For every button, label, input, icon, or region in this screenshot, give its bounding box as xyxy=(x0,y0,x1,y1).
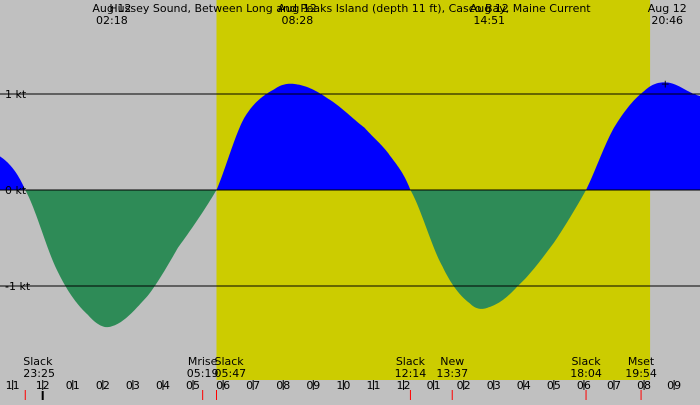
hour-tick-label: 04 xyxy=(156,379,170,392)
hour-tick-label: 07 xyxy=(607,379,621,392)
midnight-marker xyxy=(41,391,44,400)
hour-tick-label: 06 xyxy=(577,379,591,392)
bottom-event-label: Slack xyxy=(571,355,601,368)
bottom-event-label: Slack xyxy=(396,355,426,368)
hour-tick-label: 03 xyxy=(487,379,501,392)
top-event-time: 08:28 xyxy=(282,14,314,27)
hour-tick-label: 01 xyxy=(66,379,80,392)
hour-tick-label: 03 xyxy=(126,379,140,392)
bottom-event-label: Slack xyxy=(23,355,53,368)
hour-tick-label: 04 xyxy=(517,379,531,392)
bottom-event-time: 23:25 xyxy=(23,367,55,380)
bottom-event-time: 18:04 xyxy=(570,367,602,380)
y-tick-label: 0 kt xyxy=(5,184,27,197)
max-flood-marker: + xyxy=(661,78,670,91)
hour-tick-label: 12 xyxy=(397,379,411,392)
hour-tick-label: 02 xyxy=(457,379,471,392)
top-event-time: 02:18 xyxy=(96,14,128,27)
ebb-current-area xyxy=(0,190,700,328)
hour-tick-label: 11 xyxy=(6,379,20,392)
bottom-event-time: 13:37 xyxy=(436,367,468,380)
bottom-event-time: 05:19 xyxy=(187,367,219,380)
bottom-event-time: 12:14 xyxy=(395,367,427,380)
chart-title: Hussey Sound, Between Long and Peaks Isl… xyxy=(109,2,591,15)
bottom-event-time: 19:54 xyxy=(625,367,657,380)
hour-tick-label: 05 xyxy=(547,379,561,392)
bottom-event-label: New xyxy=(440,355,464,368)
hour-tick-label: 12 xyxy=(36,379,50,392)
hour-tick-label: 10 xyxy=(336,379,350,392)
hour-tick-label: 02 xyxy=(96,379,110,392)
hour-tick-label: 05 xyxy=(186,379,200,392)
hour-tick-label: 01 xyxy=(427,379,441,392)
y-tick-label: 1 kt xyxy=(5,88,27,101)
flood-current-area xyxy=(0,82,700,190)
top-event-date: Aug 12 xyxy=(92,2,131,15)
hour-tick-label: 07 xyxy=(246,379,260,392)
top-event-date: Aug 12 xyxy=(278,2,317,15)
hour-tick-label: 11 xyxy=(366,379,380,392)
hour-tick-label: 08 xyxy=(637,379,651,392)
bottom-event-label: Slack xyxy=(214,355,244,368)
hour-tick-label: 06 xyxy=(216,379,230,392)
top-event-date: Aug 12 xyxy=(648,2,687,15)
top-event-time: 20:46 xyxy=(651,14,683,27)
top-event-time: 14:51 xyxy=(473,14,505,27)
top-event-date: Aug 12 xyxy=(470,2,509,15)
bottom-event-label: Mset xyxy=(628,355,655,368)
hour-tick-label: 09 xyxy=(306,379,320,392)
bottom-event-label: Mrise xyxy=(188,355,218,368)
bottom-event-time: 05:47 xyxy=(214,367,246,380)
hour-tick-label: 09 xyxy=(667,379,681,392)
y-tick-label: -1 kt xyxy=(5,280,31,293)
hour-tick-label: 08 xyxy=(276,379,290,392)
